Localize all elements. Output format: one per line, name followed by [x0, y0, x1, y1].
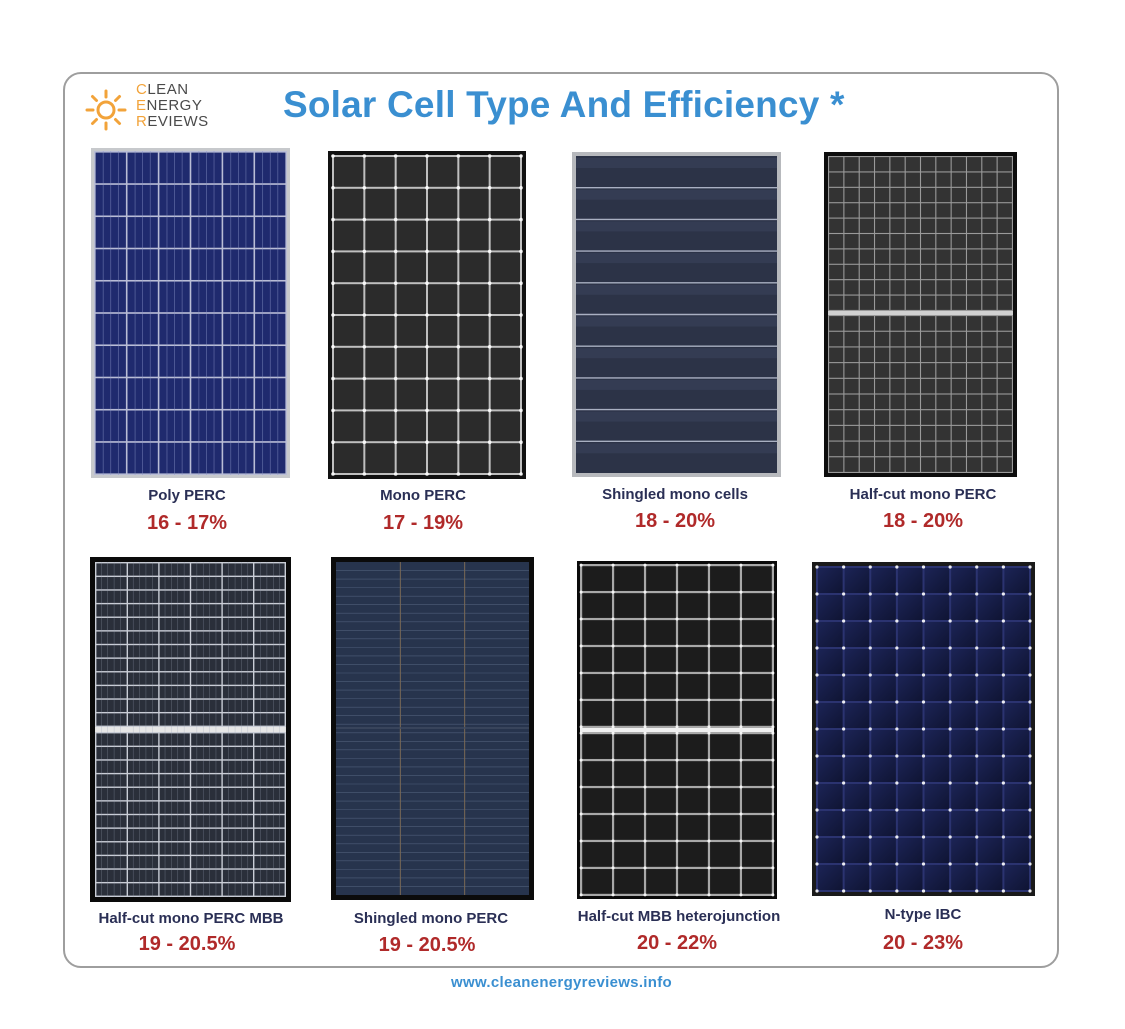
panel-label: Half-cut mono PERC [849, 486, 997, 503]
panel-label: Shingled mono PERC [353, 910, 509, 927]
panel-label: Mono PERC [380, 487, 466, 504]
panel-efficiency: 19 - 20.5% [138, 933, 236, 955]
panel-image-mono-perc [328, 151, 526, 479]
panel-efficiency: 19 - 20.5% [378, 934, 476, 956]
panel-image-shingled-mono-cells [572, 152, 781, 477]
panel-image-shingled-mono-perc [331, 557, 534, 900]
page-title: Solar Cell Type And Efficiency * [283, 84, 845, 125]
panel-label: Shingled mono cells [602, 486, 748, 503]
panel-efficiency: 20 - 22% [636, 932, 718, 954]
sun-icon [85, 89, 127, 131]
panel-efficiency: 17 - 19% [382, 512, 464, 534]
panel-image-poly-perc [91, 148, 290, 478]
panel-efficiency: 18 - 20% [634, 510, 716, 532]
panel-image-half-cut-mbb-heterojunction [577, 561, 777, 899]
clean-energy-reviews-logo: CLEAN ENERGY REVIEWS [84, 82, 214, 136]
panel-efficiency: 16 - 17% [146, 512, 228, 534]
panel-image-half-cut-mono-perc-mbb [90, 557, 291, 902]
panel-label: Half-cut mono PERC MBB [98, 910, 284, 927]
panel-label: Half-cut MBB heterojunction [577, 908, 781, 925]
panel-label: N-type IBC [884, 906, 962, 923]
panel-label: Poly PERC [148, 487, 226, 504]
panel-efficiency: 18 - 20% [882, 510, 964, 532]
website-url: www.cleanenergyreviews.info [451, 974, 672, 991]
logo-wordmark: CLEAN ENERGY REVIEWS [136, 81, 209, 130]
panel-efficiency: 20 - 23% [882, 932, 964, 954]
panel-image-n-type-ibc [812, 562, 1035, 896]
panel-image-half-cut-mono-perc [824, 152, 1017, 477]
